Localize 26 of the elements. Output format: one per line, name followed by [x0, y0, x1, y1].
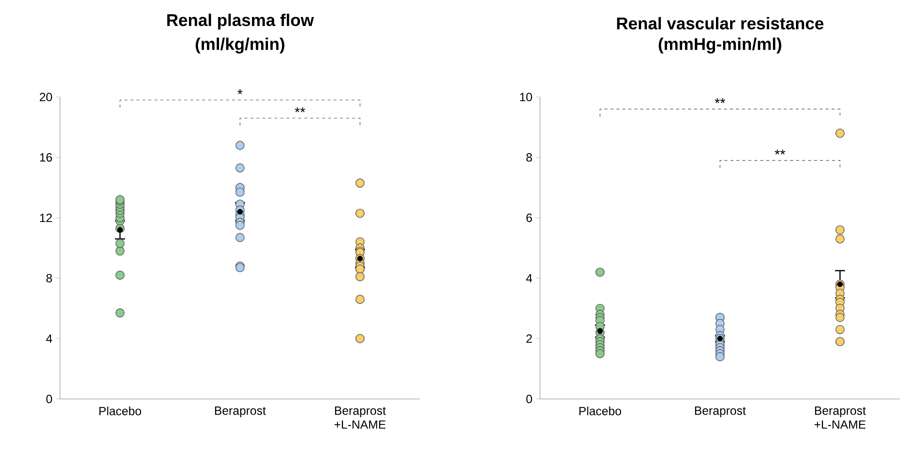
chart-title: Renal vascular resistance	[617, 17, 824, 30]
y-tick-label: 12	[40, 214, 52, 222]
y-tick-label: 6	[526, 214, 532, 222]
y-tick-label: 8	[526, 153, 532, 162]
y-tick-label: 10	[520, 92, 532, 102]
y-tick-label: 8	[46, 274, 52, 282]
x-tick-label: Placebo	[579, 406, 622, 416]
y-tick-label: 0	[526, 394, 532, 404]
chart-subtitle: (mmHg-min/ml)	[658, 38, 782, 54]
x-tick-label: Beraprost	[215, 406, 266, 418]
y-tick-label: 2	[526, 334, 532, 343]
x-tick-label: Beraprost	[695, 406, 746, 418]
y-tick-label: 4	[526, 274, 532, 282]
y-tick-label: 4	[46, 334, 52, 343]
y-tick-label: 16	[40, 153, 52, 162]
annotation: **	[774, 150, 786, 155]
x-tick-label: Beraprost +L-NAME	[334, 406, 386, 429]
x-tick-label: Placebo	[99, 406, 142, 416]
chart-subtitle: (ml/kg/min)	[196, 38, 284, 54]
annotation: **	[294, 107, 306, 112]
chart-title: Renal plasma flow	[167, 14, 314, 30]
text: *	[238, 89, 243, 94]
y-tick-label: 20	[40, 92, 52, 102]
x-tick-label: Beraprost +L-NAME	[814, 406, 866, 429]
annotation: **	[714, 98, 726, 104]
y-tick-label: 0	[46, 394, 52, 404]
